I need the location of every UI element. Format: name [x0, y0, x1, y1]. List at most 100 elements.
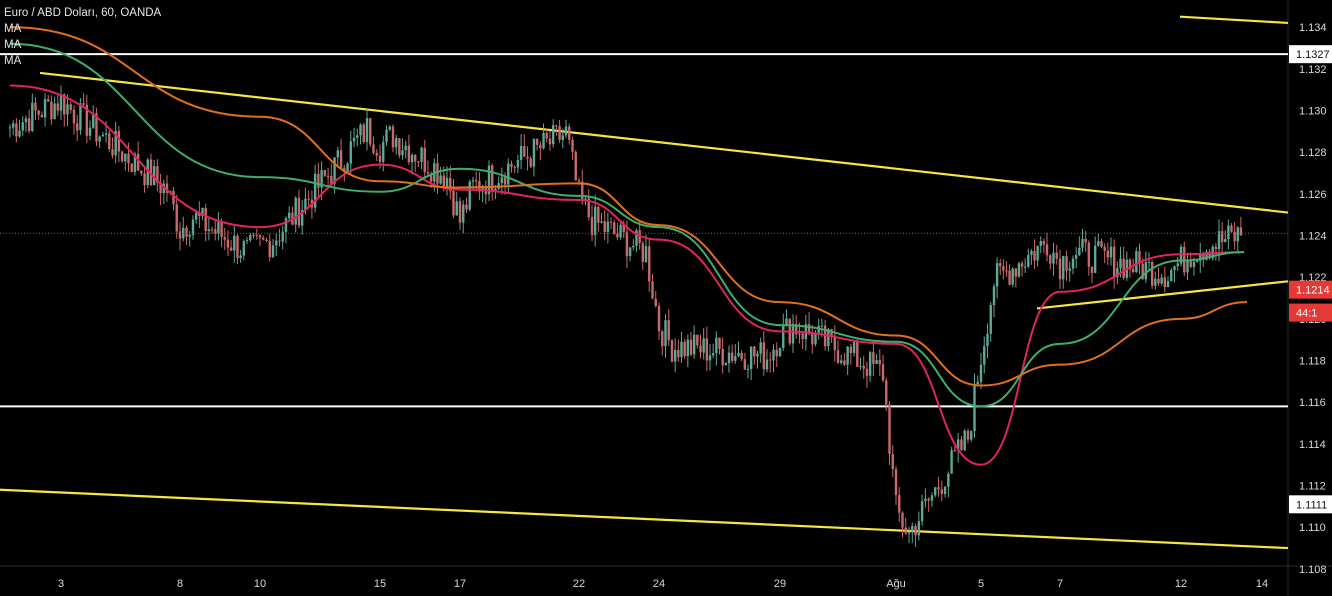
candle-body: [307, 198, 310, 200]
ma-indicator-2[interactable]: MA: [4, 39, 22, 51]
candle-body: [217, 222, 220, 234]
candle-body: [911, 525, 914, 532]
candle-body: [1017, 263, 1021, 277]
candle-body: [149, 159, 153, 186]
x-tick-label: 24: [653, 578, 665, 590]
candle-body: [1087, 242, 1091, 267]
candle-body: [1239, 227, 1243, 236]
candle-body: [1049, 255, 1052, 264]
candle-body: [756, 353, 759, 357]
candle-body: [765, 359, 769, 370]
candle-body: [529, 158, 532, 167]
candle-body: [833, 335, 836, 351]
candle-body: [326, 175, 330, 177]
candle-body: [516, 160, 520, 168]
candle-body: [856, 342, 859, 367]
ma-indicator-3[interactable]: MA: [4, 55, 22, 67]
candle-body: [275, 240, 278, 246]
candle-body: [743, 359, 747, 370]
candle-body: [1078, 247, 1081, 256]
candle-body: [960, 439, 963, 450]
candle-body: [304, 198, 307, 211]
candle-body: [375, 152, 378, 156]
candle-body: [746, 368, 750, 370]
candle-body: [436, 163, 439, 184]
candle-body: [59, 94, 63, 111]
y-tick-label: 1.114: [1299, 439, 1326, 451]
candle-body: [143, 173, 146, 186]
candle-body: [561, 135, 564, 140]
candle-body: [92, 113, 95, 128]
candle-body: [417, 161, 420, 163]
candle-body: [1135, 251, 1138, 273]
candle-body: [1119, 258, 1122, 269]
candle-body: [762, 342, 766, 370]
candle-body: [1214, 246, 1218, 250]
candle-body: [1055, 252, 1058, 259]
candle-body: [268, 240, 271, 258]
y-tick-label: 1.132: [1299, 64, 1327, 76]
y-tick-label: 1.108: [1299, 564, 1327, 576]
candle-body: [252, 234, 255, 236]
candle-body: [843, 360, 846, 365]
candle-body: [72, 109, 76, 124]
candle-body: [111, 149, 114, 156]
candle-body: [778, 347, 782, 357]
y-tick-label: 1.134: [1299, 22, 1327, 34]
candle-body: [455, 201, 458, 216]
candle-body: [1005, 270, 1008, 272]
candle-body: [1154, 278, 1157, 286]
candle-body: [862, 365, 865, 369]
candle-body: [1106, 250, 1110, 258]
candle-body: [1150, 261, 1154, 286]
candle-body: [532, 138, 536, 167]
candle-body: [95, 113, 98, 142]
candle-body: [1084, 238, 1087, 243]
candle-body: [661, 331, 664, 347]
x-tick-label: 5: [978, 578, 984, 590]
candle-body: [507, 163, 510, 185]
candle-body: [85, 104, 89, 136]
candle-body: [300, 210, 304, 226]
candle-body: [198, 212, 201, 216]
candle-body: [947, 473, 950, 487]
candle-body: [820, 325, 824, 327]
trendline: [0, 488, 1289, 550]
candle-body: [940, 489, 943, 494]
candle-body: [475, 180, 478, 182]
candle-body: [1236, 227, 1239, 242]
candle-body: [297, 197, 301, 226]
candle-body: [1186, 260, 1189, 273]
candle-body: [481, 186, 484, 192]
ma-indicator-1[interactable]: MA: [4, 23, 22, 35]
y-tick-label: 1.112: [1299, 481, 1326, 493]
level-low-price-badge-bg: [1289, 495, 1332, 514]
candle-body: [239, 255, 242, 259]
candle-body: [934, 487, 937, 496]
candle-body: [721, 348, 724, 366]
candle-body: [1166, 281, 1170, 288]
candle-body: [1023, 266, 1027, 268]
candle-body: [226, 239, 230, 248]
candle-body: [930, 495, 934, 501]
candle-body: [564, 126, 568, 136]
candle-body: [807, 324, 811, 334]
candle-body: [494, 188, 497, 191]
candle-body: [330, 175, 333, 184]
candle-body: [88, 127, 92, 136]
candle-body: [156, 166, 159, 183]
candle-body: [117, 130, 121, 152]
candle-body: [1093, 245, 1097, 273]
candle-body: [628, 247, 632, 257]
candle-body: [894, 469, 898, 496]
candle-body: [1195, 260, 1199, 262]
candle-body: [185, 227, 188, 237]
candle-body: [1217, 231, 1221, 250]
candle-body: [989, 305, 992, 334]
symbol-title[interactable]: Euro / ABD Doları, 60, OANDA: [4, 7, 162, 19]
candle-body: [1002, 266, 1005, 271]
trendline: [39, 71, 1289, 214]
candle-body: [401, 150, 404, 156]
